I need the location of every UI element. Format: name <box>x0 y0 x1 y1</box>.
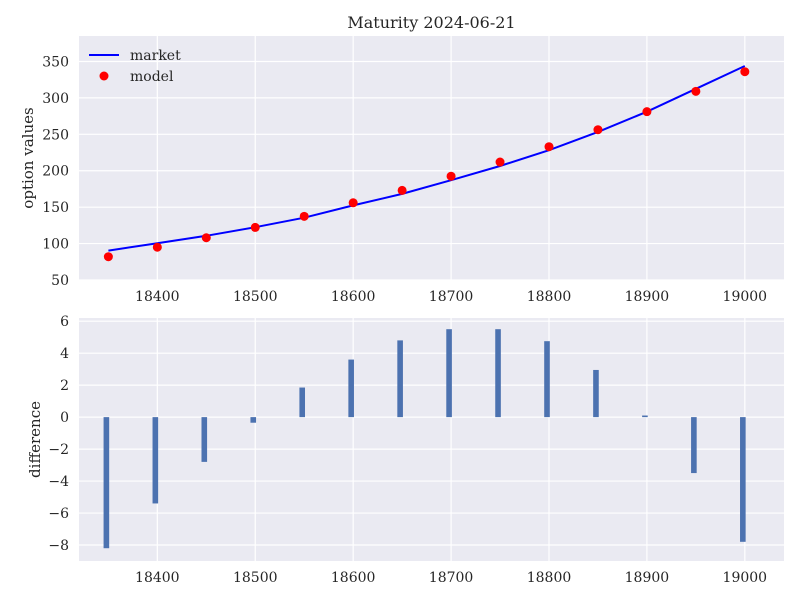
model-point <box>348 198 358 208</box>
legend-model-label: model <box>130 69 174 85</box>
x-tick-label: 18900 <box>625 289 670 305</box>
y-tick-label: 350 <box>42 54 69 70</box>
bottom-y-axis-label: difference <box>26 401 44 478</box>
x-tick-label: 18900 <box>625 570 670 586</box>
top-y-axis-label: option values <box>19 107 37 208</box>
model-point <box>593 125 603 135</box>
y-tick-label: 150 <box>42 200 69 216</box>
difference-bar <box>642 415 648 418</box>
chart-title: Maturity 2024-06-21 <box>347 13 515 32</box>
legend: market model <box>89 48 181 85</box>
difference-bar <box>103 417 110 549</box>
y-tick-label: −4 <box>48 474 69 490</box>
top-chart: 18400 18500 18600 18700 18800 18900 19000 50 10… <box>19 13 784 305</box>
difference-bar <box>446 329 452 418</box>
x-tick-label: 18400 <box>135 570 180 586</box>
difference-bar <box>593 369 599 418</box>
model-point <box>544 142 554 152</box>
x-tick-label: 18600 <box>331 289 376 305</box>
model-point <box>201 233 211 243</box>
bottom-x-tick-labels: 18400 18500 18600 18700 18800 18900 19000 <box>135 570 767 586</box>
difference-bar <box>397 340 403 418</box>
y-tick-label: −8 <box>48 538 69 554</box>
difference-bar <box>691 417 697 474</box>
difference-bar <box>544 341 550 418</box>
model-point <box>740 67 750 77</box>
model-point <box>152 242 162 252</box>
legend-model-marker <box>99 71 109 81</box>
top-gridlines <box>79 36 784 281</box>
difference-bar <box>495 329 501 418</box>
y-tick-label: 6 <box>60 314 69 330</box>
y-tick-label: −2 <box>48 442 69 458</box>
x-tick-label: 18700 <box>429 570 474 586</box>
bottom-bars <box>103 329 746 549</box>
model-point <box>397 185 407 195</box>
y-tick-label: 50 <box>51 273 69 289</box>
y-tick-label: 250 <box>42 127 69 143</box>
difference-bar <box>299 387 306 418</box>
top-y-tick-labels: 50 100 150 200 250 300 350 <box>42 54 69 289</box>
difference-bar <box>250 417 257 423</box>
model-point <box>103 252 113 262</box>
model-point <box>495 157 505 167</box>
top-x-tick-labels: 18400 18500 18600 18700 18800 18900 19000 <box>135 289 767 305</box>
y-tick-label: 200 <box>42 164 69 180</box>
model-point <box>691 86 701 96</box>
bottom-chart: 18400 18500 18600 18700 18800 18900 19000 −8 −6… <box>26 314 784 586</box>
model-point <box>250 222 260 232</box>
x-tick-label: 19000 <box>723 289 768 305</box>
x-tick-label: 18800 <box>527 289 572 305</box>
market-line <box>108 65 746 252</box>
x-tick-label: 18400 <box>135 289 180 305</box>
x-tick-label: 18800 <box>527 570 572 586</box>
model-point <box>299 211 309 221</box>
top-plot-background <box>79 36 784 280</box>
x-tick-label: 18500 <box>233 570 278 586</box>
y-tick-label: 300 <box>42 91 69 107</box>
model-point <box>642 107 652 117</box>
bottom-y-tick-labels: −8 −6 −4 −2 0 2 4 6 <box>48 314 69 554</box>
y-tick-label: 100 <box>42 237 69 253</box>
x-tick-label: 18500 <box>233 289 278 305</box>
x-tick-label: 18600 <box>331 570 376 586</box>
difference-bar <box>348 359 354 418</box>
difference-bar <box>201 417 208 462</box>
y-tick-label: 4 <box>60 346 69 362</box>
x-tick-label: 19000 <box>723 570 768 586</box>
difference-bar <box>740 417 746 542</box>
legend-market-label: market <box>130 48 181 64</box>
y-tick-label: 0 <box>60 410 69 426</box>
difference-bar <box>152 417 159 504</box>
top-marks <box>103 65 750 262</box>
x-tick-label: 18700 <box>429 289 474 305</box>
bottom-plot-background <box>79 318 784 561</box>
model-point <box>446 171 456 181</box>
y-tick-label: −6 <box>48 506 69 522</box>
y-tick-label: 2 <box>60 378 69 394</box>
